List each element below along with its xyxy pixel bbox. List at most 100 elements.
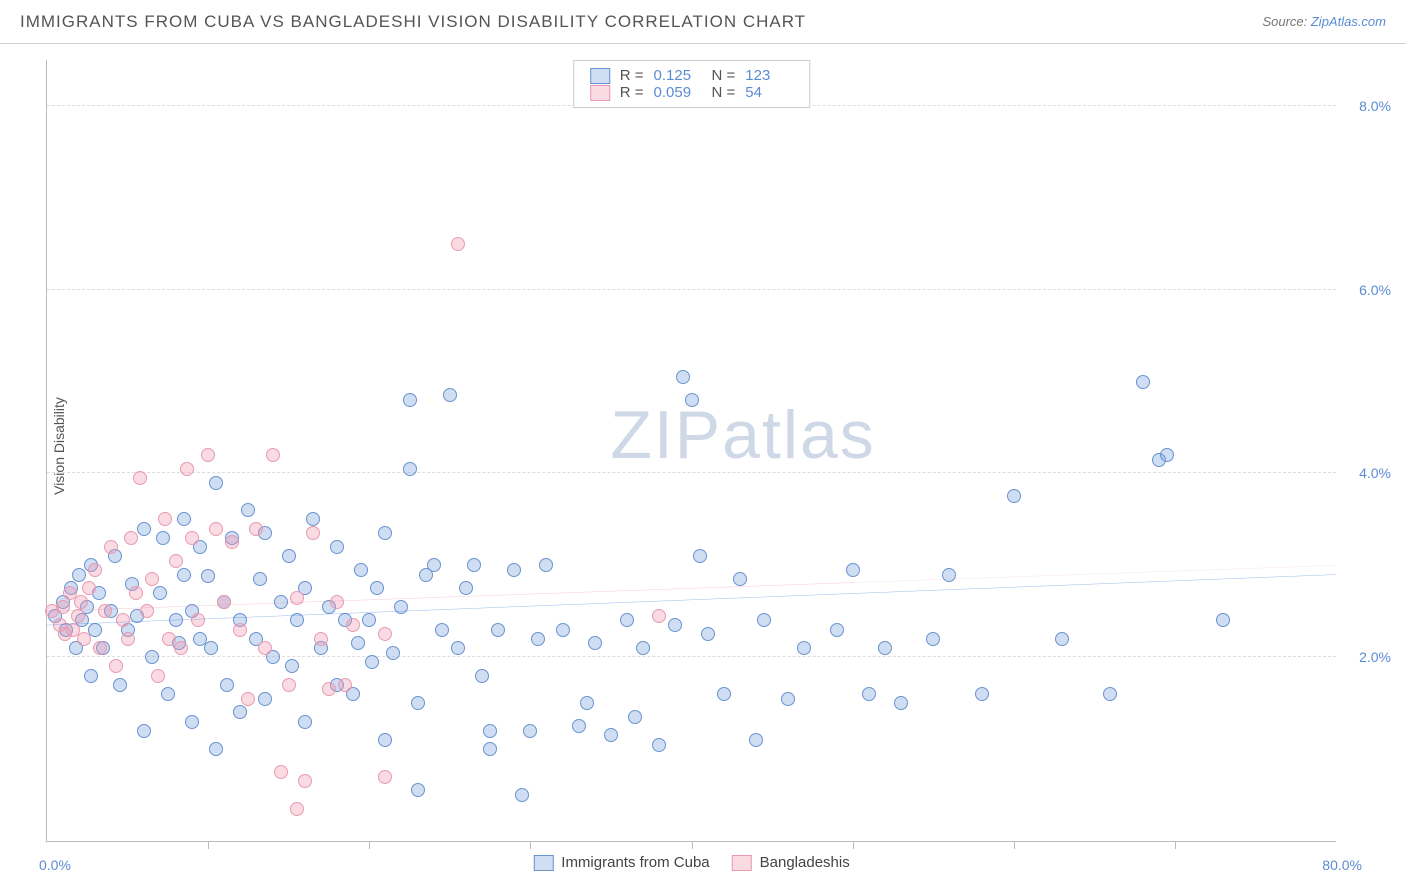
data-point-series-2 — [109, 659, 123, 673]
data-point-series-1 — [185, 715, 199, 729]
stats-swatch-2 — [590, 85, 610, 101]
data-point-series-2 — [124, 531, 138, 545]
y-tick-label: 6.0% — [1341, 282, 1391, 298]
data-point-series-1 — [717, 687, 731, 701]
chart-title: IMMIGRANTS FROM CUBA VS BANGLADESHI VISI… — [20, 12, 806, 32]
data-point-series-1 — [523, 724, 537, 738]
legend-swatch-1 — [533, 855, 553, 871]
data-point-series-1 — [491, 623, 505, 637]
data-point-series-2 — [652, 609, 666, 623]
data-point-series-1 — [209, 476, 223, 490]
data-point-series-1 — [153, 586, 167, 600]
data-point-series-2 — [378, 770, 392, 784]
stats-n-label-1: N = — [712, 67, 736, 84]
data-point-series-1 — [515, 788, 529, 802]
data-point-series-2 — [185, 531, 199, 545]
data-point-series-1 — [1160, 448, 1174, 462]
data-point-series-1 — [507, 563, 521, 577]
data-point-series-1 — [177, 512, 191, 526]
data-point-series-1 — [258, 692, 272, 706]
data-point-series-1 — [145, 650, 159, 664]
data-point-series-1 — [636, 641, 650, 655]
legend-item-2: Bangladeshis — [732, 854, 850, 871]
data-point-series-1 — [403, 393, 417, 407]
data-point-series-1 — [459, 581, 473, 595]
data-point-series-1 — [137, 724, 151, 738]
data-point-series-2 — [174, 641, 188, 655]
stats-row-series-1: R = 0.125 N = 123 — [590, 67, 794, 84]
data-point-series-1 — [926, 632, 940, 646]
data-point-series-1 — [137, 522, 151, 536]
data-point-series-1 — [588, 636, 602, 650]
data-point-series-1 — [209, 742, 223, 756]
data-point-series-2 — [191, 613, 205, 627]
data-point-series-1 — [483, 724, 497, 738]
x-tick — [369, 841, 370, 849]
data-point-series-1 — [942, 568, 956, 582]
data-point-series-2 — [290, 591, 304, 605]
data-point-series-1 — [830, 623, 844, 637]
data-point-series-2 — [158, 512, 172, 526]
data-point-series-1 — [1055, 632, 1069, 646]
x-tick — [692, 841, 693, 849]
data-point-series-1 — [403, 462, 417, 476]
data-point-series-2 — [274, 765, 288, 779]
data-point-series-2 — [180, 462, 194, 476]
data-point-series-1 — [620, 613, 634, 627]
data-point-series-1 — [757, 613, 771, 627]
data-point-series-1 — [330, 540, 344, 554]
data-point-series-2 — [140, 604, 154, 618]
data-point-series-1 — [846, 563, 860, 577]
data-point-series-2 — [249, 522, 263, 536]
data-point-series-2 — [282, 678, 296, 692]
data-point-series-1 — [531, 632, 545, 646]
data-point-series-2 — [82, 581, 96, 595]
data-point-series-1 — [652, 738, 666, 752]
legend-swatch-2 — [732, 855, 752, 871]
scatter-points-layer — [47, 60, 1336, 841]
data-point-series-1 — [467, 558, 481, 572]
source-link[interactable]: ZipAtlas.com — [1311, 14, 1386, 29]
stats-row-series-2: R = 0.059 N = 54 — [590, 84, 794, 101]
x-tick — [530, 841, 531, 849]
data-point-series-1 — [733, 572, 747, 586]
data-point-series-1 — [604, 728, 618, 742]
stats-r-label-1: R = — [620, 67, 644, 84]
data-point-series-2 — [330, 595, 344, 609]
data-point-series-1 — [749, 733, 763, 747]
data-point-series-2 — [233, 623, 247, 637]
data-point-series-1 — [797, 641, 811, 655]
data-point-series-1 — [204, 641, 218, 655]
data-point-series-1 — [878, 641, 892, 655]
data-point-series-2 — [169, 554, 183, 568]
data-point-series-1 — [113, 678, 127, 692]
x-tick — [1014, 841, 1015, 849]
data-point-series-1 — [378, 526, 392, 540]
data-point-series-1 — [628, 710, 642, 724]
data-point-series-1 — [411, 783, 425, 797]
x-tick — [853, 841, 854, 849]
data-point-series-1 — [201, 569, 215, 583]
stats-n-label-2: N = — [712, 84, 736, 101]
data-point-series-2 — [298, 774, 312, 788]
data-point-series-2 — [217, 595, 231, 609]
data-point-series-1 — [220, 678, 234, 692]
data-point-series-1 — [253, 572, 267, 586]
y-tick-label: 4.0% — [1341, 465, 1391, 481]
data-point-series-2 — [104, 540, 118, 554]
stats-swatch-1 — [590, 68, 610, 84]
data-point-series-1 — [169, 613, 183, 627]
data-point-series-2 — [314, 632, 328, 646]
source-attribution: Source: ZipAtlas.com — [1262, 14, 1386, 29]
data-point-series-2 — [98, 604, 112, 618]
stats-r-value-1: 0.125 — [654, 67, 702, 84]
x-tick — [208, 841, 209, 849]
stats-n-value-2: 54 — [745, 84, 793, 101]
data-point-series-2 — [225, 535, 239, 549]
series-legend: Immigrants from Cuba Bangladeshis — [533, 854, 849, 871]
stats-n-value-1: 123 — [745, 67, 793, 84]
data-point-series-1 — [370, 581, 384, 595]
data-point-series-1 — [233, 705, 247, 719]
data-point-series-2 — [258, 641, 272, 655]
data-point-series-2 — [56, 600, 70, 614]
